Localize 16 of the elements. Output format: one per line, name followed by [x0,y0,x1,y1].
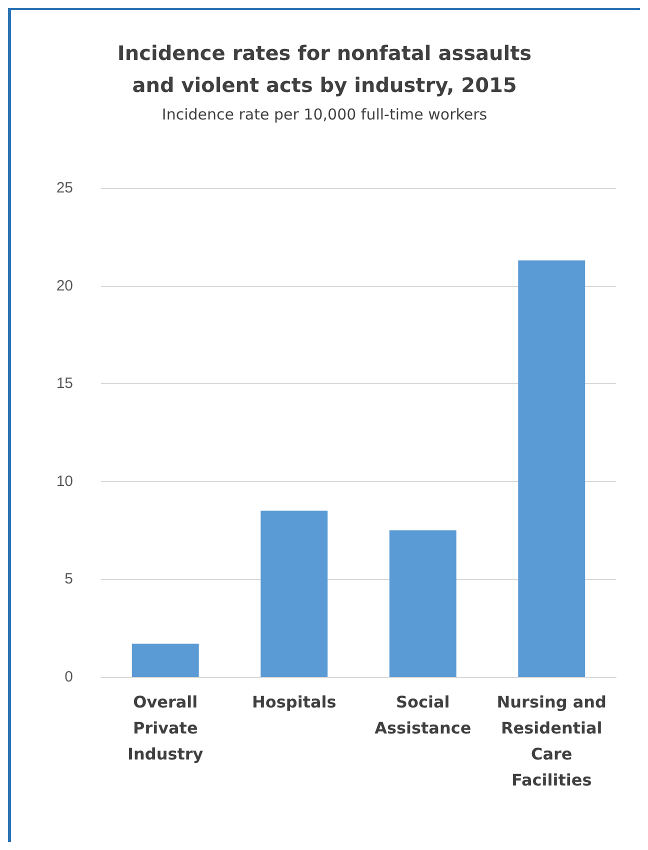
y-tick-label: 5 [64,570,73,588]
x-tick-label: Hospitals [252,692,336,712]
y-tick-label: 20 [56,277,73,294]
chart-subtitle: Incidence rate per 10,000 full-time workers [162,106,488,124]
x-tick-label: Overall Private Industry [128,692,204,764]
bar [260,510,328,677]
bar [518,260,586,677]
y-tick-label: 10 [56,472,73,490]
x-tick-label: Social Assistance [374,692,472,738]
y-tick-label: 25 [56,180,73,196]
bar [389,530,456,677]
y-tick-label: 15 [56,375,73,392]
y-tick-label: 0 [64,668,73,686]
chart-title: Incidence rates for nonfatal assaults and violent acts by industry, 2015 [117,41,532,97]
x-tick-label: Nursing and Residential Care Facilities [496,692,606,790]
bar [132,644,199,677]
